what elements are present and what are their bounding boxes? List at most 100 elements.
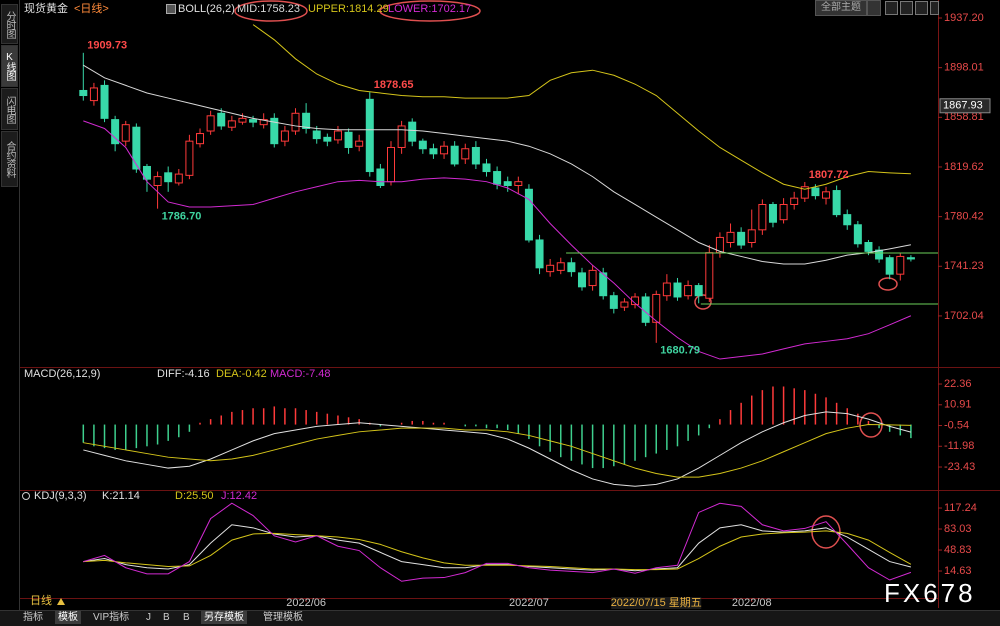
candle-body xyxy=(811,187,820,197)
candle-body xyxy=(843,214,852,226)
period-arrow[interactable] xyxy=(57,598,65,605)
x-tick-label: 2022/07 xyxy=(509,597,549,609)
candle-body xyxy=(323,136,332,142)
legend-entry: LOWER:1702.17 xyxy=(388,3,472,15)
candle-body xyxy=(684,285,693,297)
indicator-line xyxy=(83,524,912,572)
candle-body xyxy=(747,229,756,243)
footer-tab[interactable]: 模板 xyxy=(55,611,81,624)
candle-body xyxy=(790,197,799,205)
footer-tab[interactable]: B xyxy=(163,612,170,623)
toolbar-button[interactable] xyxy=(900,1,913,15)
period-selector[interactable]: 日线 xyxy=(30,595,52,607)
y-tick-label: 48.83 xyxy=(944,544,972,556)
candle-body xyxy=(227,120,236,128)
legend-entry: DEA:-0.42 xyxy=(216,368,267,380)
sidebar-tab[interactable]: 分时图 xyxy=(1,4,18,44)
candle-body xyxy=(652,293,661,323)
y-tick-label: -11.98 xyxy=(944,440,974,452)
candle-body xyxy=(376,168,385,186)
pane xyxy=(82,386,912,487)
y-tick-label: 1858.81 xyxy=(944,111,984,123)
sidebar-tab[interactable]: 合约资料 xyxy=(1,131,18,187)
indicator-name: MACD(26,12,9) xyxy=(24,368,101,380)
candle-body xyxy=(291,112,300,132)
cursor-date: 2022/07/15 星期五 xyxy=(611,596,702,609)
candle-body xyxy=(471,146,480,165)
footer-tab[interactable]: 另存模板 xyxy=(201,611,247,624)
pane xyxy=(83,502,912,582)
cursor-date-box xyxy=(611,597,702,609)
candle-body xyxy=(249,119,258,123)
y-tick-label: 14.63 xyxy=(944,565,972,577)
watermark: FX678 xyxy=(884,578,976,608)
candle-body xyxy=(89,87,98,102)
candle-body xyxy=(599,272,608,297)
candle-body xyxy=(779,203,788,221)
candle-body xyxy=(206,115,215,132)
indicator-line xyxy=(83,64,911,265)
extreme-label: 1878.65 xyxy=(374,79,414,91)
candle-body xyxy=(450,145,459,165)
toolbar-button[interactable] xyxy=(885,1,898,15)
candle-body xyxy=(737,231,746,246)
y-tick-label: 1780.42 xyxy=(944,211,984,223)
candle-body xyxy=(577,272,586,288)
y-tick-label: 10.91 xyxy=(944,399,972,411)
candle-body xyxy=(864,241,873,252)
legend-entry: K:21.14 xyxy=(102,490,140,502)
footer-tab[interactable]: J xyxy=(146,612,151,623)
legend-entry: MID:1758.23 xyxy=(237,3,300,15)
footer-tab[interactable]: VIP指标 xyxy=(93,612,130,623)
candle-body xyxy=(662,282,671,297)
toolbar-button[interactable] xyxy=(930,1,939,15)
user-annotations xyxy=(234,0,898,549)
candle-body xyxy=(546,264,555,273)
footer-tab[interactable]: B xyxy=(183,612,190,623)
candle-body xyxy=(302,112,311,129)
candle-body xyxy=(365,98,374,173)
extreme-label: 1909.73 xyxy=(87,40,127,52)
candle-body xyxy=(333,130,342,141)
toolbar-button[interactable] xyxy=(915,1,928,15)
y-tick-label: 83.03 xyxy=(944,523,972,535)
legend-entry: UPPER:1814.29 xyxy=(308,3,389,15)
candle-body xyxy=(609,295,618,309)
legend-entry: J:12.42 xyxy=(221,490,258,502)
candle-body xyxy=(196,133,205,145)
indicator-icon[interactable] xyxy=(166,4,176,14)
chart: 1937.20 1898.01 1858.81 1819.62 1780.42 1741.… xyxy=(19,0,1000,610)
y-tick-label: -23.43 xyxy=(944,461,975,473)
candle-body xyxy=(121,124,130,142)
candle-body xyxy=(79,89,88,97)
theme-dropdown[interactable]: 全部主题 xyxy=(815,0,867,16)
y-tick-label: 1741.23 xyxy=(944,260,984,272)
candle-body xyxy=(800,186,809,199)
instrument-name: 现货黄金 xyxy=(24,3,68,15)
sidebar-tab[interactable]: K线图 xyxy=(1,45,18,87)
candle-body xyxy=(493,171,502,185)
footer-tab[interactable]: 管理模板 xyxy=(263,612,303,623)
candle-body xyxy=(397,125,406,148)
candle-body xyxy=(164,172,173,183)
candle-body xyxy=(726,231,735,243)
candle-body xyxy=(758,203,767,231)
y-tick-label: 1819.62 xyxy=(944,161,984,173)
x-tick-label: 2022/06 xyxy=(286,597,326,609)
annotation-ellipse xyxy=(878,277,898,291)
candle-body xyxy=(631,296,640,306)
candle-body xyxy=(185,140,194,176)
candle-body xyxy=(174,173,183,184)
candle-body xyxy=(832,190,841,216)
indicator-name: BOLL(26,2) xyxy=(178,3,235,15)
dropdown-button[interactable] xyxy=(867,0,881,16)
footer-tab[interactable]: 指标 xyxy=(23,612,43,623)
indicator-line xyxy=(83,530,912,571)
sidebar-tab[interactable]: 闪电图 xyxy=(1,88,18,130)
indicator-icon[interactable] xyxy=(22,492,30,500)
extreme-label: 1807.72 xyxy=(809,169,849,181)
candle-body xyxy=(906,257,915,260)
y-tick-label: 22.36 xyxy=(944,378,972,390)
y-tick-label: 1937.20 xyxy=(944,12,984,24)
